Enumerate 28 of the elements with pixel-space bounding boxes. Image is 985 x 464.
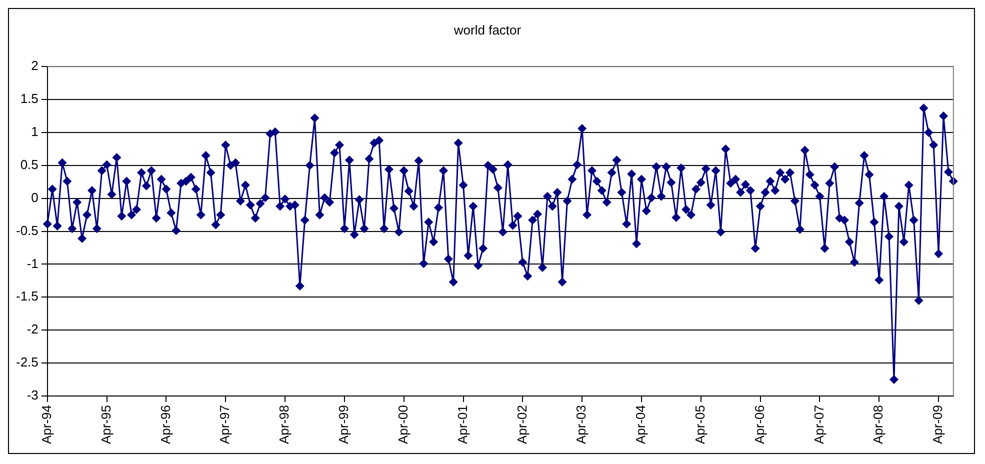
- x-tick-label: Apr-09: [930, 404, 946, 444]
- x-tick-label: Apr-99: [336, 404, 352, 444]
- y-tick-label: -2.5: [16, 354, 38, 370]
- x-tick-label: Apr-97: [217, 404, 232, 444]
- x-tick-label: Apr-94: [38, 404, 54, 444]
- x-tick-label: Apr-98: [276, 404, 292, 444]
- x-tick-label: Apr-08: [870, 404, 886, 444]
- x-tick-label: Apr-07: [811, 404, 826, 444]
- x-tick-label: Apr-04: [633, 404, 648, 444]
- x-tick-label: Apr-06: [752, 404, 767, 444]
- x-tick-label: Apr-02: [514, 404, 530, 444]
- x-tick-label: Apr-05: [692, 404, 708, 444]
- y-tick-label: -3: [26, 388, 38, 403]
- y-tick-label: -1.5: [16, 288, 38, 304]
- y-tick-label: 0: [31, 190, 38, 205]
- y-tick-label: 1: [31, 124, 38, 140]
- x-tick-label: Apr-95: [98, 404, 114, 444]
- y-tick-label: -2: [26, 322, 38, 337]
- x-tick-label: Apr-96: [158, 404, 173, 444]
- y-tick-label: -0.5: [16, 222, 38, 238]
- y-tick-label: -1: [26, 256, 38, 271]
- y-tick-label: 1.5: [20, 91, 38, 106]
- x-tick-label: Apr-03: [574, 404, 589, 444]
- x-tick-label: Apr-00: [395, 404, 410, 444]
- chart-title: world factor: [452, 22, 522, 38]
- y-tick-label: 0.5: [20, 156, 38, 172]
- y-tick-label: 2: [31, 58, 38, 74]
- x-tick-label: Apr-01: [454, 404, 470, 444]
